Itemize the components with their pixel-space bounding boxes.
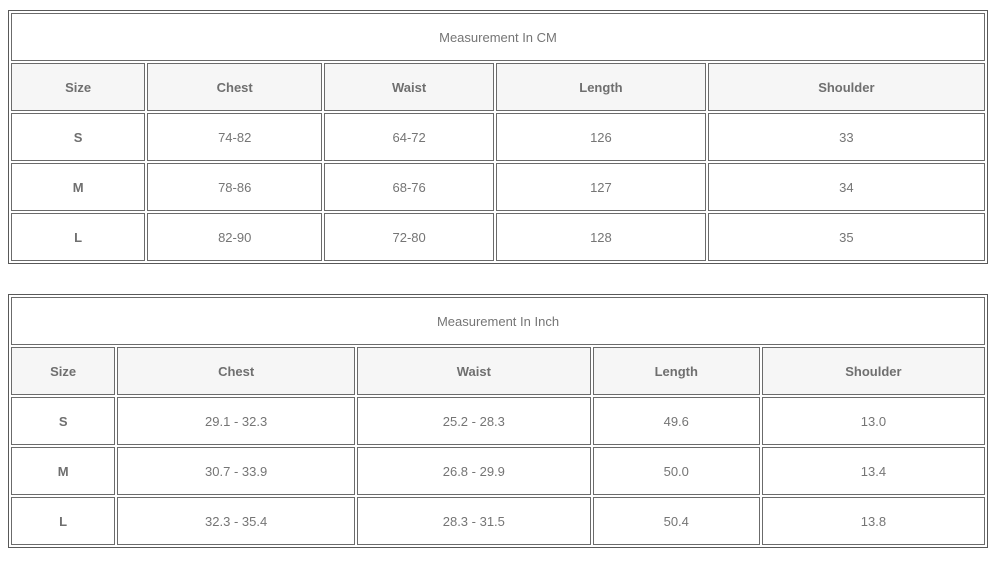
cm-header-chest: Chest bbox=[147, 63, 323, 111]
table-row: L 82-90 72-80 128 35 bbox=[11, 213, 985, 261]
inch-row-m-shoulder: 13.4 bbox=[761, 447, 985, 495]
inch-row-s-chest: 29.1 - 32.3 bbox=[117, 397, 355, 445]
inch-row-m-length: 50.0 bbox=[592, 447, 760, 495]
cm-table-title: Measurement In CM bbox=[11, 13, 985, 61]
table-title-row: Measurement In CM bbox=[11, 13, 985, 61]
inch-table-title: Measurement In Inch bbox=[11, 297, 985, 345]
inch-row-s-size: S bbox=[11, 397, 116, 445]
cm-header-waist: Waist bbox=[324, 63, 495, 111]
inch-row-m-size: M bbox=[11, 447, 116, 495]
cm-header-size: Size bbox=[11, 63, 146, 111]
inch-header-waist: Waist bbox=[356, 347, 591, 395]
inch-row-l-length: 50.4 bbox=[592, 497, 760, 545]
measurement-inch-table: Measurement In Inch Size Chest Waist Len… bbox=[8, 294, 988, 548]
table-row: S 74-82 64-72 126 33 bbox=[11, 113, 985, 161]
cm-row-s-waist: 64-72 bbox=[324, 113, 495, 161]
cm-header-length: Length bbox=[496, 63, 706, 111]
table-header-row: Size Chest Waist Length Shoulder bbox=[11, 347, 985, 395]
inch-row-s-length: 49.6 bbox=[592, 397, 760, 445]
inch-header-size: Size bbox=[11, 347, 116, 395]
inch-row-s-shoulder: 13.0 bbox=[761, 397, 985, 445]
inch-row-l-waist: 28.3 - 31.5 bbox=[356, 497, 591, 545]
cm-row-l-shoulder: 35 bbox=[707, 213, 985, 261]
cm-row-m-waist: 68-76 bbox=[324, 163, 495, 211]
cm-row-l-chest: 82-90 bbox=[147, 213, 323, 261]
cm-row-l-size: L bbox=[11, 213, 146, 261]
cm-row-m-length: 127 bbox=[496, 163, 706, 211]
cm-row-l-waist: 72-80 bbox=[324, 213, 495, 261]
inch-row-l-chest: 32.3 - 35.4 bbox=[117, 497, 355, 545]
cm-row-l-length: 128 bbox=[496, 213, 706, 261]
cm-row-s-chest: 74-82 bbox=[147, 113, 323, 161]
cm-row-m-chest: 78-86 bbox=[147, 163, 323, 211]
inch-row-s-waist: 25.2 - 28.3 bbox=[356, 397, 591, 445]
inch-header-chest: Chest bbox=[117, 347, 355, 395]
inch-row-m-chest: 30.7 - 33.9 bbox=[117, 447, 355, 495]
inch-row-m-waist: 26.8 - 29.9 bbox=[356, 447, 591, 495]
cm-row-s-size: S bbox=[11, 113, 146, 161]
measurement-cm-table: Measurement In CM Size Chest Waist Lengt… bbox=[8, 10, 988, 264]
cm-row-m-shoulder: 34 bbox=[707, 163, 985, 211]
inch-row-l-size: L bbox=[11, 497, 116, 545]
inch-header-shoulder: Shoulder bbox=[761, 347, 985, 395]
inch-header-length: Length bbox=[592, 347, 760, 395]
table-header-row: Size Chest Waist Length Shoulder bbox=[11, 63, 985, 111]
table-title-row: Measurement In Inch bbox=[11, 297, 985, 345]
table-row: S 29.1 - 32.3 25.2 - 28.3 49.6 13.0 bbox=[11, 397, 985, 445]
table-row: L 32.3 - 35.4 28.3 - 31.5 50.4 13.8 bbox=[11, 497, 985, 545]
table-row: M 30.7 - 33.9 26.8 - 29.9 50.0 13.4 bbox=[11, 447, 985, 495]
table-row: M 78-86 68-76 127 34 bbox=[11, 163, 985, 211]
cm-row-s-shoulder: 33 bbox=[707, 113, 985, 161]
inch-row-l-shoulder: 13.8 bbox=[761, 497, 985, 545]
cm-row-s-length: 126 bbox=[496, 113, 706, 161]
cm-row-m-size: M bbox=[11, 163, 146, 211]
cm-header-shoulder: Shoulder bbox=[707, 63, 985, 111]
